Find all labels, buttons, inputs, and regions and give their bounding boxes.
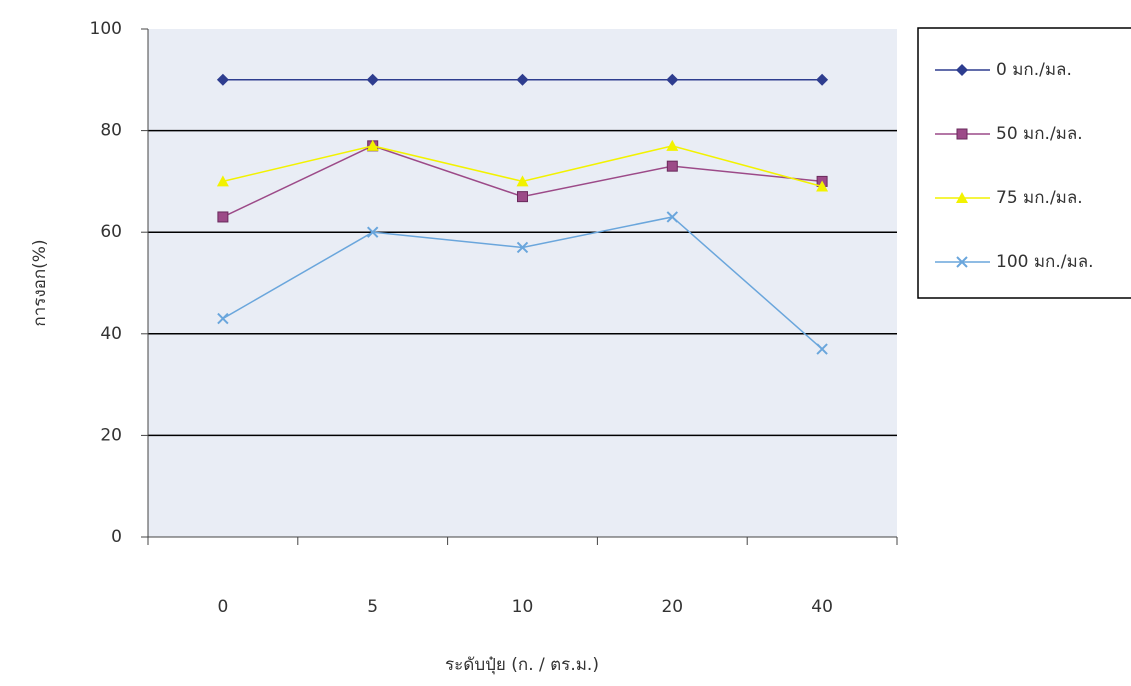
legend-marker — [956, 192, 968, 203]
data-point — [366, 226, 379, 238]
data-point — [816, 73, 829, 86]
y-tick-label: 0 — [111, 527, 122, 547]
data-point — [816, 180, 829, 192]
y-tick-label: 40 — [100, 324, 122, 344]
legend-label: 0 มก./มล. — [996, 60, 1072, 80]
x-tick-label: 5 — [367, 597, 378, 617]
x-tick-label: 10 — [512, 597, 534, 617]
data-point — [366, 139, 379, 151]
legend-marker — [956, 64, 968, 76]
data-point — [217, 312, 229, 325]
x-tick-label: 0 — [217, 597, 228, 617]
legend-label: 75 มก./มล. — [996, 188, 1083, 208]
legend-marker — [956, 128, 968, 140]
y-tick-label: 100 — [90, 19, 122, 39]
data-point — [366, 73, 379, 86]
y-tick-label: 20 — [100, 425, 122, 445]
data-point — [517, 191, 528, 203]
data-point — [666, 73, 679, 86]
plot-area — [148, 29, 897, 537]
data-point — [216, 73, 229, 86]
y-tick-label: 80 — [100, 121, 122, 141]
data-point — [666, 160, 678, 172]
data-point — [516, 175, 529, 187]
data-point — [217, 211, 229, 223]
data-point — [516, 73, 529, 86]
legend-label: 50 มก./มล. — [996, 124, 1083, 144]
x-tick-label: 40 — [811, 597, 833, 617]
x-tick-label: 20 — [661, 597, 683, 617]
y-axis-title: การงอก(%) — [30, 239, 50, 326]
legend-label: 100 มก./มล. — [996, 252, 1094, 272]
legend-marker — [956, 256, 968, 268]
data-point — [666, 211, 679, 223]
legend-box — [917, 27, 1131, 299]
data-point — [816, 343, 828, 355]
x-axis-title: ระดับปุ๋ย (ก. / ตร.ม.) — [445, 655, 599, 675]
data-point — [666, 139, 679, 151]
y-tick-label: 60 — [100, 222, 122, 242]
data-point — [516, 241, 529, 254]
data-point — [216, 175, 229, 187]
